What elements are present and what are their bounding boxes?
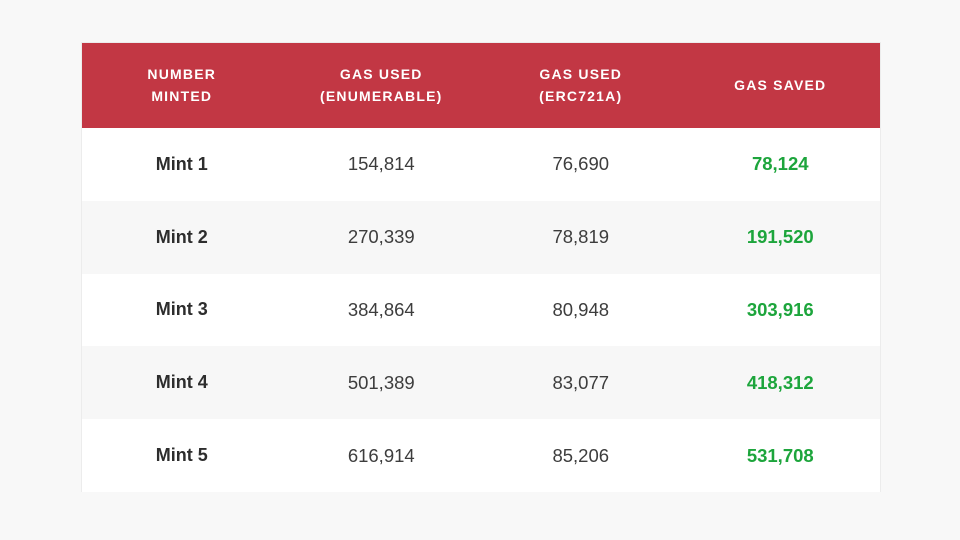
header-line: GAS SAVED	[734, 76, 827, 93]
cell-mint-label: Mint 5	[155, 445, 208, 466]
cell-gas-enumerable: 501,389	[347, 371, 415, 393]
cell-mint-label: Mint 3	[155, 299, 208, 320]
cell-gas-saved: 303,916	[746, 298, 814, 320]
cell-gas-enumerable: 384,864	[347, 298, 415, 320]
table-row: Mint 2 270,339 78,819 191,520	[82, 200, 880, 274]
cell-gas-erc721a: 85,206	[552, 444, 610, 466]
table-header: NUMBER MINTED GAS USED (ENUMERABLE) GAS …	[82, 43, 880, 128]
header-line: GAS USED	[539, 65, 623, 82]
cell-gas-saved: 531,708	[746, 444, 814, 466]
table-body: Mint 1 154,814 76,690 78,124 Mint 2 270,…	[82, 128, 880, 492]
header-line: NUMBER	[147, 65, 217, 82]
cell-mint-label: Mint 2	[155, 226, 208, 247]
header-line: (ENUMERABLE)	[319, 87, 443, 104]
gas-comparison-table: NUMBER MINTED GAS USED (ENUMERABLE) GAS …	[82, 43, 880, 492]
cell-gas-erc721a: 83,077	[552, 371, 610, 393]
header-line: MINTED	[151, 87, 213, 104]
gas-comparison-card: NUMBER MINTED GAS USED (ENUMERABLE) GAS …	[81, 42, 881, 492]
header-gas-used-erc721a: GAS USED (ERC721A)	[481, 43, 681, 128]
header-number-minted: NUMBER MINTED	[82, 43, 282, 128]
header-line: GAS USED	[339, 65, 423, 82]
header-row: NUMBER MINTED GAS USED (ENUMERABLE) GAS …	[82, 43, 880, 128]
table-row: Mint 1 154,814 76,690 78,124	[82, 128, 880, 201]
cell-gas-saved: 78,124	[751, 153, 809, 175]
table-row: Mint 3 384,864 80,948 303,916	[82, 273, 880, 347]
header-gas-saved: GAS SAVED	[681, 43, 881, 128]
header-line: (ERC721A)	[539, 87, 623, 104]
header-gas-used-enumerable: GAS USED (ENUMERABLE)	[282, 43, 482, 128]
cell-gas-enumerable: 154,814	[347, 153, 415, 175]
cell-gas-erc721a: 76,690	[552, 153, 610, 175]
cell-mint-label: Mint 1	[155, 153, 208, 174]
cell-gas-enumerable: 616,914	[347, 444, 415, 466]
table-row: Mint 4 501,389 83,077 418,312	[82, 346, 880, 420]
cell-mint-label: Mint 4	[155, 372, 208, 393]
cell-gas-erc721a: 80,948	[552, 298, 610, 320]
cell-gas-enumerable: 270,339	[347, 226, 415, 248]
cell-gas-saved: 418,312	[746, 371, 814, 393]
cell-gas-erc721a: 78,819	[552, 226, 610, 248]
table-row: Mint 5 616,914 85,206 531,708	[82, 419, 880, 492]
cell-gas-saved: 191,520	[746, 226, 814, 248]
